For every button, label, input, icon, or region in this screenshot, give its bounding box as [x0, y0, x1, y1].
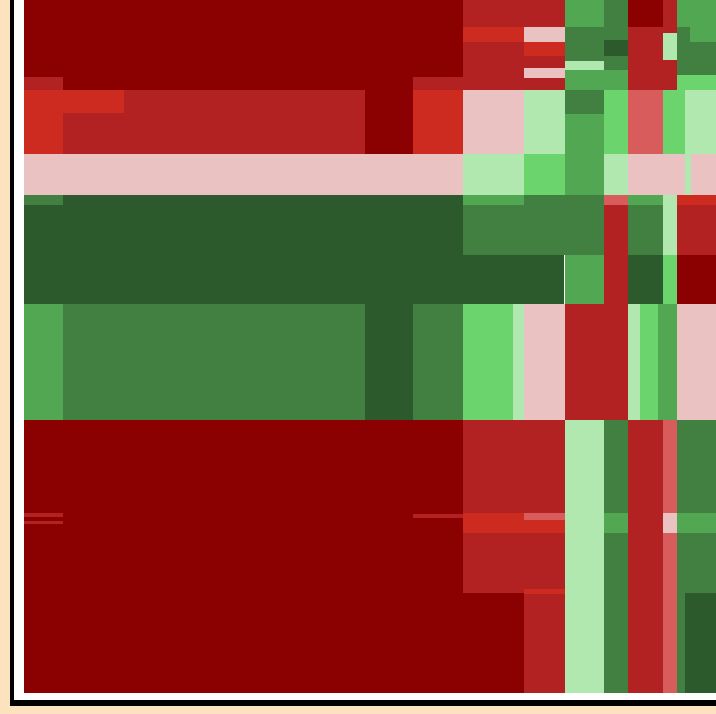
cell	[604, 195, 628, 304]
cell	[677, 513, 716, 533]
cell	[604, 0, 628, 70]
cell	[628, 90, 663, 154]
cell	[24, 304, 63, 420]
cell	[24, 154, 463, 195]
cell	[685, 154, 691, 195]
cell	[663, 513, 677, 533]
cell	[365, 304, 413, 420]
cell	[565, 0, 604, 27]
cell	[24, 521, 63, 524]
cell	[663, 255, 677, 304]
cell	[677, 0, 716, 27]
cell	[663, 33, 677, 60]
cell	[658, 304, 677, 420]
cell	[640, 304, 658, 420]
cell	[565, 420, 604, 693]
cell	[63, 304, 365, 420]
cell	[463, 195, 524, 205]
cell	[565, 70, 628, 90]
cell	[604, 195, 628, 205]
cell	[677, 304, 716, 420]
cell	[663, 90, 677, 154]
cells	[24, 0, 716, 693]
cell	[677, 90, 685, 154]
cell	[463, 304, 513, 420]
cell	[524, 27, 565, 42]
cell	[24, 420, 524, 693]
cell	[24, 195, 63, 205]
cell	[565, 255, 604, 304]
cell	[413, 90, 463, 154]
cell	[24, 0, 463, 90]
cell	[24, 77, 63, 90]
cell	[513, 304, 524, 420]
cell	[524, 593, 565, 693]
cell	[524, 42, 565, 56]
cell	[463, 154, 524, 195]
cell	[690, 27, 716, 42]
cell	[524, 154, 565, 195]
cell	[24, 513, 63, 517]
cell	[463, 27, 524, 42]
cell	[524, 68, 565, 78]
cell	[565, 90, 604, 114]
cell	[24, 90, 63, 154]
cell	[604, 154, 628, 195]
cell	[524, 90, 565, 154]
cell	[413, 304, 463, 420]
cell	[628, 304, 640, 420]
cell	[463, 90, 524, 154]
cell	[365, 90, 413, 154]
cell	[604, 90, 628, 154]
cell	[628, 205, 663, 255]
cell	[524, 304, 565, 420]
cell	[63, 90, 124, 113]
cell	[565, 61, 604, 70]
cell	[677, 154, 716, 195]
cell	[604, 513, 628, 533]
cell	[685, 593, 716, 693]
cell	[677, 75, 716, 90]
cell	[524, 513, 565, 520]
cell	[677, 195, 716, 205]
cell	[628, 154, 677, 195]
cell	[628, 0, 663, 27]
cell	[524, 589, 565, 594]
cell	[663, 420, 677, 693]
cell	[628, 195, 663, 205]
cell	[463, 420, 565, 593]
cell	[604, 40, 628, 56]
cell	[565, 304, 628, 420]
cell	[677, 255, 716, 304]
cell	[604, 420, 628, 693]
cell	[628, 420, 663, 693]
